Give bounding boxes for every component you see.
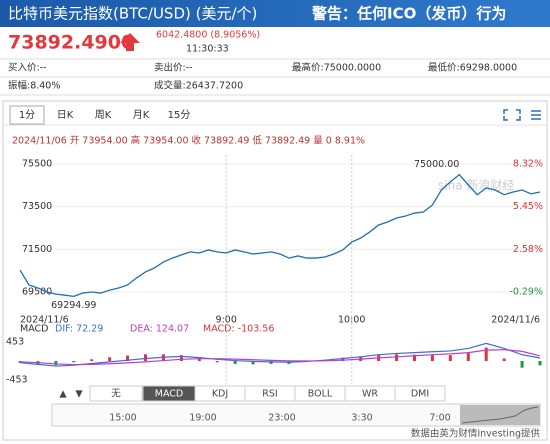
indicator-tab-label[interactable]: ▼ xyxy=(75,389,83,400)
info-line: 2024/11/06 开 73954.00 高 73954.00 收 73892… xyxy=(12,135,365,147)
macd-bar xyxy=(448,355,452,362)
macd-bar xyxy=(269,361,273,364)
change: 6042.4800 (8.9056%) xyxy=(156,30,260,41)
navigator-label: 15:00 xyxy=(109,413,136,424)
macd-bar xyxy=(18,361,22,363)
indicator-tab-label[interactable]: MACD xyxy=(155,389,183,400)
macd-bar xyxy=(502,358,506,362)
macd-bar xyxy=(484,347,488,362)
up-arrow xyxy=(120,33,140,51)
tab[interactable] xyxy=(86,106,120,124)
tab-label[interactable]: 周K xyxy=(95,109,112,121)
price: 73892.4900 xyxy=(8,32,134,54)
y-tick-label: 75500 xyxy=(22,159,52,170)
tab[interactable] xyxy=(162,106,196,124)
macd-bar xyxy=(215,361,219,363)
tab[interactable] xyxy=(48,106,82,124)
macd-bar xyxy=(520,361,524,368)
y-tick-label: -453 xyxy=(6,375,28,386)
macd-bar xyxy=(90,359,94,362)
x-tick-label: 9:00 xyxy=(216,315,237,326)
stat: 最高价:75000.0000 xyxy=(292,62,381,74)
tab-label[interactable]: 15分 xyxy=(168,109,191,121)
indicator-tab-label[interactable]: DMI xyxy=(411,389,429,400)
stat: 买入价:-- xyxy=(8,63,47,74)
price-line xyxy=(19,173,541,298)
macd-bar xyxy=(538,361,542,366)
tab-label[interactable]: 日K xyxy=(57,110,74,121)
y2-tick-label: -0.29% xyxy=(509,286,543,297)
y2-tick-label: 5.45% xyxy=(513,201,543,212)
y-tick-label: 453 xyxy=(6,337,24,348)
annotation: 75000.00 xyxy=(414,159,459,170)
fullscreen-icon[interactable] xyxy=(503,109,541,121)
legend-entry: MACD: -103.56 xyxy=(203,324,274,335)
indicator-tab-label[interactable]: KDJ xyxy=(212,389,228,400)
y-tick-label: 73500 xyxy=(22,201,52,212)
annotation: 69294.99 xyxy=(51,300,96,311)
indicator-tab[interactable] xyxy=(394,385,446,402)
navigator-label: 23:00 xyxy=(268,413,295,424)
macd-bar xyxy=(430,355,434,362)
macd-bar xyxy=(251,361,255,365)
tab[interactable] xyxy=(9,105,45,125)
watermark: sina 新浪财经 xyxy=(438,178,514,193)
y-tick-label: 69500 xyxy=(22,287,52,298)
stat: 最低价:69298.0000 xyxy=(428,62,517,74)
macd-bar xyxy=(233,361,237,364)
stat: 成交量:26437.7200 xyxy=(154,80,243,92)
chart-box xyxy=(2,100,548,441)
indicator-tab-label[interactable]: ▲ xyxy=(59,389,67,400)
macd-bar xyxy=(197,358,201,362)
indicator-tab[interactable] xyxy=(89,385,143,402)
stat: 卖出价:-- xyxy=(154,62,193,74)
macd-bar xyxy=(179,355,183,362)
y-tick-label: 71500 xyxy=(22,244,52,255)
indicator-tab-label[interactable]: RSI xyxy=(262,389,277,400)
tab-label[interactable]: 月K xyxy=(133,109,150,121)
legend-entry: DEA: 124.07 xyxy=(130,324,189,335)
macd-bar xyxy=(126,355,130,362)
macd-bar xyxy=(341,357,345,362)
header-title: 比特币美元指数(BTC/USD) (美元/个) xyxy=(8,5,257,23)
macd-line xyxy=(19,342,541,367)
x-tick-label: 2024/11/6 xyxy=(491,315,540,326)
indicator-tab-label[interactable]: 无 xyxy=(111,389,121,400)
tab-label[interactable]: 1分 xyxy=(19,109,35,121)
navigator-label: 19:00 xyxy=(189,413,216,424)
navigator-line xyxy=(461,406,539,424)
macd-bar xyxy=(466,352,470,362)
tab[interactable] xyxy=(124,106,158,124)
footer: 数据由英为财情Investing提供 xyxy=(411,428,541,440)
y2-tick-label: 8.32% xyxy=(513,159,543,170)
macd-bar xyxy=(54,361,58,366)
navigator-window[interactable] xyxy=(460,405,540,425)
indicator-tab-label[interactable]: WR xyxy=(362,389,378,400)
macd-title: MACD xyxy=(20,324,48,335)
legend-entry: DIF: 72.29 xyxy=(55,324,103,335)
indicator-tab-label[interactable]: BOLL xyxy=(308,389,333,400)
stat: 振幅:8.40% xyxy=(8,80,60,92)
header-bar xyxy=(0,0,550,27)
macd-bar xyxy=(412,354,416,362)
header-warning: 警告：任何ICO（发币）行为 xyxy=(311,5,506,23)
x-tick-label: 10:00 xyxy=(338,315,365,326)
navigator-label: 7:00 xyxy=(429,413,450,424)
y2-tick-label: 2.58% xyxy=(513,244,543,255)
macd-bar xyxy=(395,354,399,362)
macd-bar xyxy=(72,361,76,363)
x-tick-label: 2024/11/6 xyxy=(20,315,69,326)
macd-line xyxy=(19,349,541,366)
time: 11:30:33 xyxy=(186,44,229,55)
macd-bar xyxy=(144,354,148,362)
macd-bar xyxy=(108,357,112,362)
navigator-label: 3:30 xyxy=(351,413,372,424)
